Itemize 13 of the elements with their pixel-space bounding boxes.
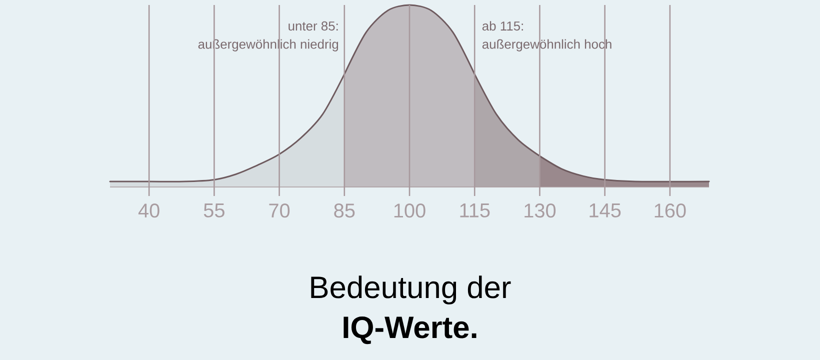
text: IQ-Werte. [344, 316, 476, 344]
text: Bedeutung der [311, 276, 511, 304]
annotation: unter 85: [288, 21, 338, 31]
annotation: ab 115: [482, 21, 523, 31]
x-tick-label: 85 [334, 204, 355, 218]
x-tick-label: 40 [138, 204, 160, 218]
x-tick-label: 55 [204, 204, 224, 218]
x-tick-label: 160 [654, 204, 686, 218]
x-tick-label: 70 [269, 204, 290, 218]
x-tick-label: 145 [590, 204, 621, 218]
x-tick-label: 130 [524, 204, 556, 218]
x-tick-label: 100 [394, 204, 426, 218]
x-tick-label: 115 [460, 204, 490, 218]
